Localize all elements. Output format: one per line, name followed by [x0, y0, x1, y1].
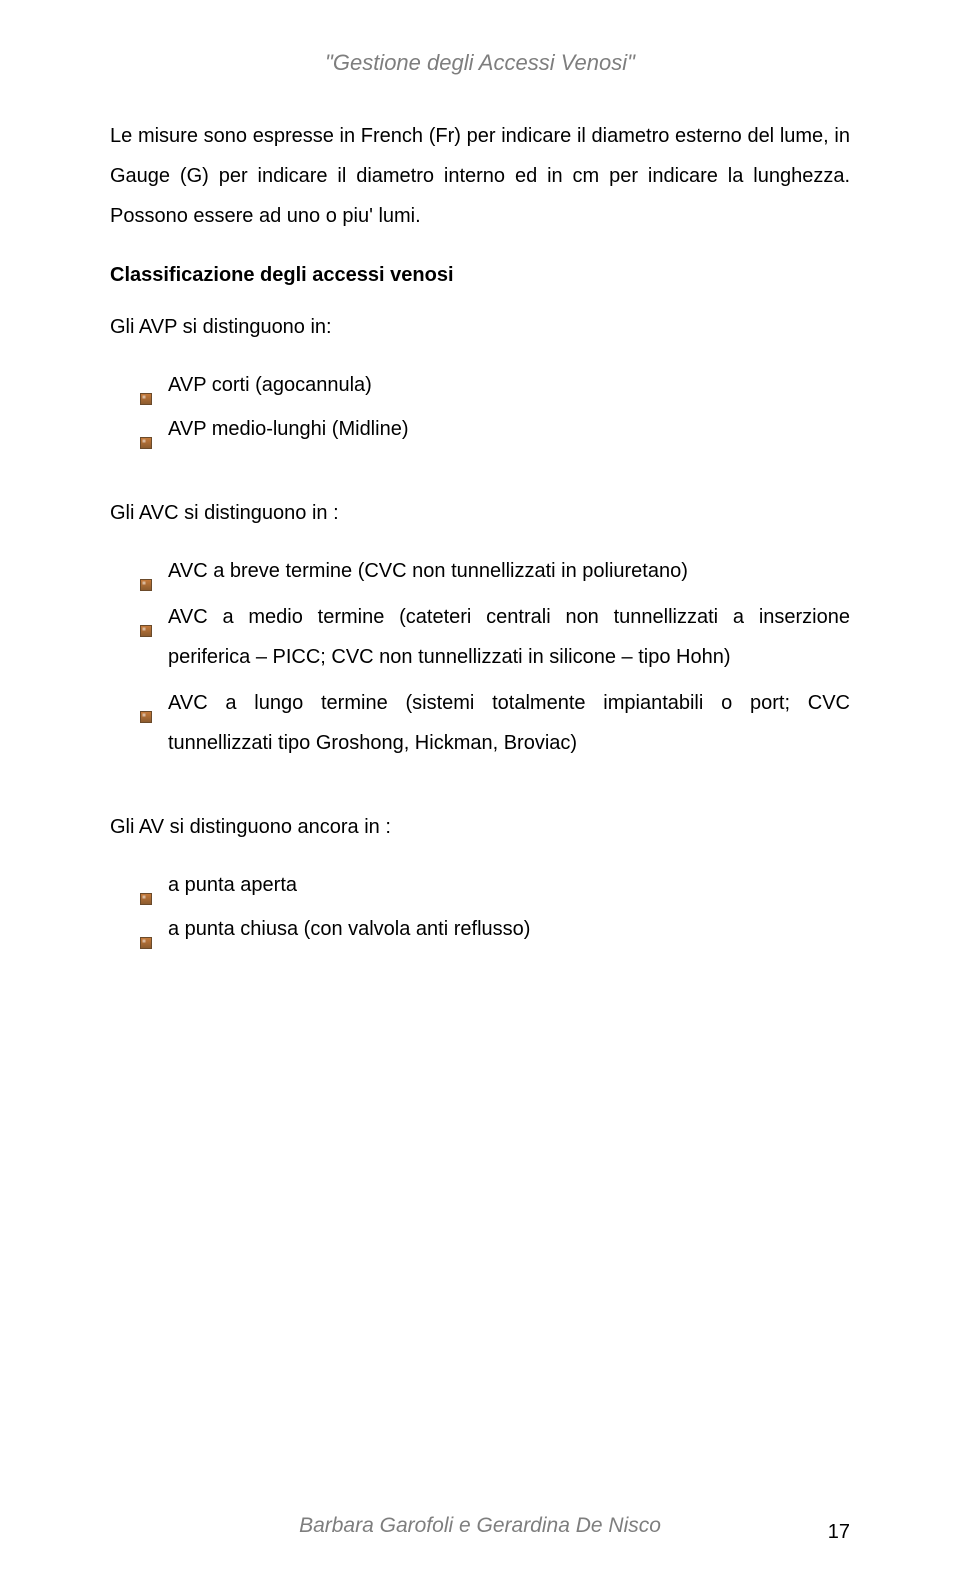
intro-paragraph: Le misure sono espresse in French (Fr) p…	[110, 116, 850, 236]
spacer	[110, 777, 850, 807]
list-item: AVC a lungo termine (sistemi totalmente …	[140, 683, 850, 763]
list-item: AVP corti (agocannula)	[140, 365, 850, 405]
list-item-text: a punta chiusa (con valvola anti refluss…	[168, 918, 530, 940]
footer-page-number: 17	[828, 1521, 850, 1544]
square-bullet-icon	[140, 423, 152, 435]
list-item-text: AVP medio-lunghi (Midline)	[168, 418, 408, 440]
square-bullet-icon	[140, 697, 152, 709]
page: "Gestione degli Accessi Venosi" Le misur…	[0, 0, 960, 1574]
square-bullet-icon	[140, 379, 152, 391]
square-bullet-icon	[140, 565, 152, 577]
square-bullet-icon	[140, 611, 152, 623]
list-item-text: AVC a lungo termine (sistemi totalmente …	[168, 692, 850, 754]
av-list: a punta aperta a punta chiusa (con valvo…	[110, 865, 850, 949]
list-item: AVC a breve termine (CVC non tunnellizza…	[140, 551, 850, 591]
list-item: a punta aperta	[140, 865, 850, 905]
list-item-text: AVP corti (agocannula)	[168, 374, 372, 396]
page-footer: Barbara Garofoli e Gerardina De Nisco 17	[0, 1514, 960, 1538]
footer-author: Barbara Garofoli e Gerardina De Nisco	[0, 1514, 960, 1538]
av-intro-line: Gli AV si distinguono ancora in :	[110, 807, 850, 847]
spacer	[110, 463, 850, 493]
list-item-text: a punta aperta	[168, 874, 297, 896]
avc-intro-line: Gli AVC si distinguono in :	[110, 493, 850, 533]
page-header-title: "Gestione degli Accessi Venosi"	[110, 50, 850, 76]
square-bullet-icon	[140, 923, 152, 935]
list-item: a punta chiusa (con valvola anti refluss…	[140, 909, 850, 949]
list-item-text: AVC a breve termine (CVC non tunnellizza…	[168, 560, 688, 582]
list-item: AVC a medio termine (cateteri centrali n…	[140, 597, 850, 677]
avc-list: AVC a breve termine (CVC non tunnellizza…	[110, 551, 850, 763]
list-item-text: AVC a medio termine (cateteri centrali n…	[168, 606, 850, 668]
section-title-classificazione: Classificazione degli accessi venosi	[110, 264, 850, 287]
avp-intro-line: Gli AVP si distinguono in:	[110, 307, 850, 347]
list-item: AVP medio-lunghi (Midline)	[140, 409, 850, 449]
square-bullet-icon	[140, 879, 152, 891]
avp-list: AVP corti (agocannula) AVP medio-lunghi …	[110, 365, 850, 449]
